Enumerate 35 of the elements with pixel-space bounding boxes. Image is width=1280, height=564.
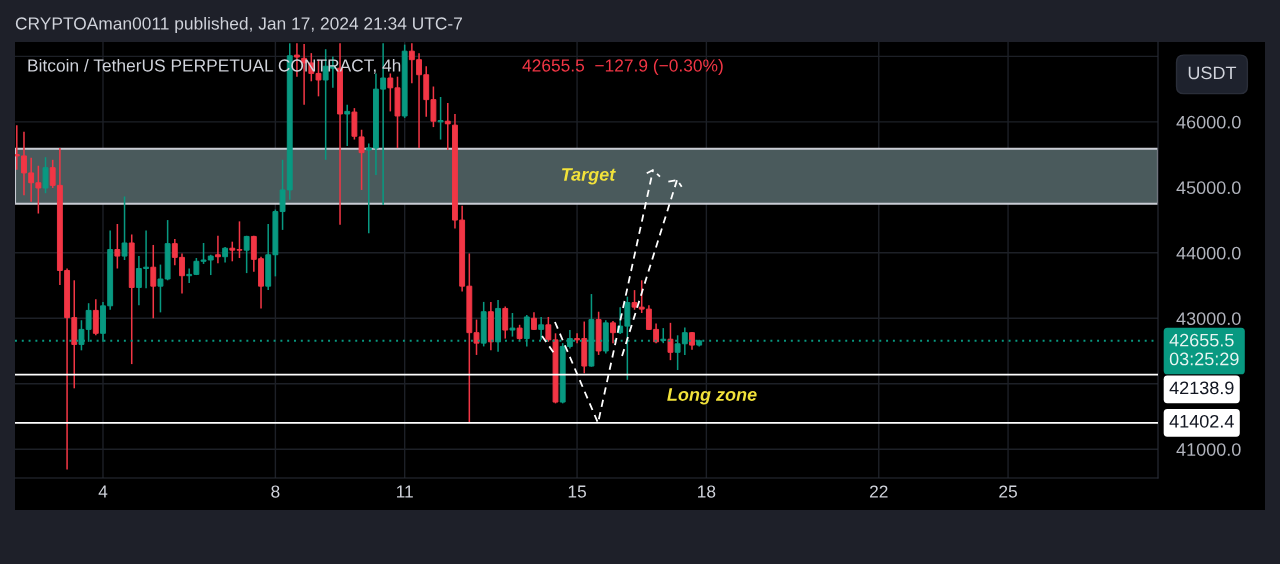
annotation: 42655.5 −127.9 (−0.30%) [522, 58, 723, 76]
candlestick [437, 96, 444, 141]
ref-line-label: 41402.4 [1169, 414, 1234, 428]
candlestick [150, 244, 157, 320]
ref-line-label: 42138.9 [1169, 381, 1234, 395]
y-tick-label: 45000.0 [1176, 181, 1241, 195]
candlestick [114, 223, 121, 270]
annotation: Target [562, 168, 616, 185]
y-axis-title: USDT [1188, 66, 1237, 80]
candlestick [610, 320, 616, 344]
x-tick-label: 11 [396, 485, 413, 498]
annotation: Long zone [667, 388, 757, 405]
candlestick [667, 322, 674, 361]
text: CRYPTOAman0011 published, Jan 17, 2024 21:34 UTC-7 [15, 16, 462, 34]
y-tick-label: 44000.0 [1176, 246, 1241, 260]
candlestick [344, 104, 351, 147]
y-tick-label: 41000.0 [1176, 443, 1241, 456]
x-tick-label: 15 [568, 485, 586, 498]
x-tick-label: 18 [698, 485, 716, 498]
candlestick [92, 298, 99, 337]
y-tick-label: 43000.0 [1176, 312, 1241, 325]
ref-line-label: 42655.5 03:25:29 [1169, 333, 1239, 366]
candlestick [502, 305, 509, 340]
x-tick-label: 22 [869, 485, 888, 498]
candlestick [42, 156, 49, 194]
candlestick [243, 235, 250, 274]
candlestick [121, 195, 128, 261]
candlestick [444, 102, 451, 151]
candlestick [631, 289, 638, 311]
x-tick-label: 25 [999, 485, 1017, 498]
x-tick-label: 4 [98, 485, 108, 498]
y-tick-label: 46000.0 [1176, 115, 1241, 129]
candlestick [214, 235, 221, 265]
x-tick-label: 8 [271, 485, 280, 498]
candlestick [509, 312, 516, 338]
